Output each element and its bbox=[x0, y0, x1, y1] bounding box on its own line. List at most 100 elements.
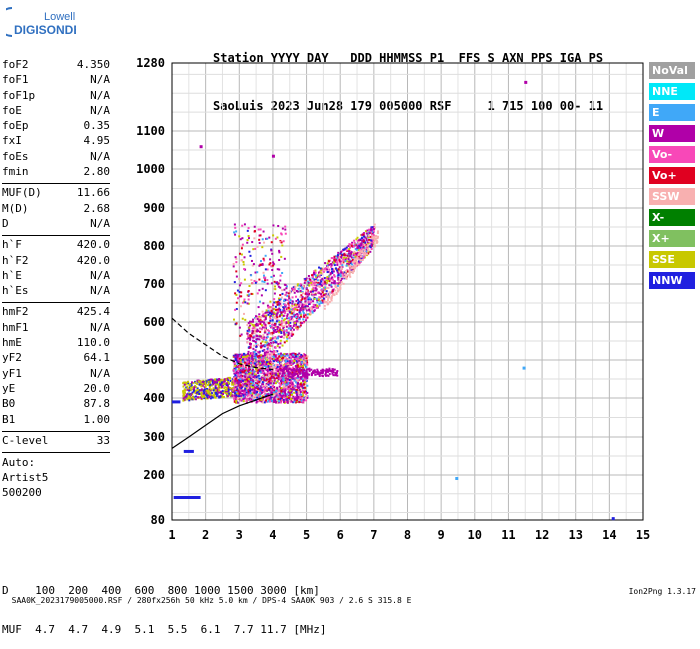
echo-point bbox=[325, 294, 328, 297]
echo-point bbox=[358, 239, 361, 242]
echo-point bbox=[285, 374, 288, 377]
echo-point bbox=[372, 245, 375, 248]
param-row: foEs N/A bbox=[2, 150, 110, 165]
echo-point bbox=[325, 286, 328, 289]
echo-point bbox=[289, 375, 292, 378]
param-row: B1 1.00 bbox=[2, 413, 110, 428]
echo-point bbox=[304, 360, 307, 363]
echo-point bbox=[279, 279, 282, 282]
echo-point bbox=[321, 375, 324, 378]
echo-point bbox=[302, 391, 305, 394]
param-row: h`E N/A bbox=[2, 269, 110, 284]
echo-point bbox=[235, 322, 238, 325]
echo-point bbox=[266, 335, 269, 338]
echo-point bbox=[311, 370, 314, 373]
echo-point bbox=[272, 314, 275, 317]
echo-point bbox=[328, 280, 331, 283]
echo-point bbox=[285, 331, 288, 334]
echo-point bbox=[365, 246, 368, 249]
echo-point bbox=[236, 359, 239, 362]
x-tick-label: 5 bbox=[303, 528, 310, 542]
echo-point bbox=[286, 337, 289, 340]
echo-point bbox=[353, 264, 356, 267]
echo-point bbox=[336, 275, 339, 278]
echo-point bbox=[264, 328, 267, 331]
echo-point bbox=[277, 303, 280, 306]
echo-point bbox=[324, 369, 327, 372]
echo-point bbox=[268, 309, 271, 312]
echo-point bbox=[305, 359, 308, 362]
echo-point bbox=[211, 395, 214, 398]
echo-point bbox=[301, 303, 304, 306]
legend-item: E bbox=[649, 104, 695, 121]
echo-point bbox=[237, 382, 240, 385]
echo-point bbox=[240, 295, 243, 298]
echo-point bbox=[305, 288, 308, 291]
echo-point bbox=[295, 399, 298, 402]
echo-point bbox=[244, 301, 247, 304]
echo-point bbox=[319, 271, 322, 274]
echo-point bbox=[250, 380, 253, 383]
echo-point bbox=[295, 379, 298, 382]
echo-point bbox=[327, 270, 330, 273]
y-tick-label: 300 bbox=[143, 430, 165, 444]
echo-point bbox=[205, 392, 208, 395]
echo-point bbox=[229, 379, 232, 382]
echo-point bbox=[372, 239, 375, 242]
echo-point bbox=[194, 391, 197, 394]
echo-point bbox=[283, 366, 286, 369]
echo-point bbox=[364, 251, 367, 254]
echo-point bbox=[221, 379, 224, 382]
echo-point bbox=[205, 380, 208, 383]
echo-point bbox=[279, 310, 282, 313]
echo-point bbox=[270, 391, 273, 394]
echo-point bbox=[286, 372, 289, 375]
echo-point bbox=[299, 386, 302, 389]
param-value: N/A bbox=[90, 216, 110, 230]
echo-point bbox=[314, 275, 317, 278]
echo-point bbox=[186, 388, 189, 391]
echo-point bbox=[281, 292, 284, 295]
echo-point bbox=[357, 243, 360, 246]
echo-point bbox=[373, 244, 376, 247]
echo-point bbox=[355, 244, 358, 247]
echo-point bbox=[265, 368, 268, 371]
auto-line: 500200 bbox=[2, 486, 42, 500]
param-name: D bbox=[2, 216, 9, 230]
echo-point bbox=[361, 258, 364, 261]
echo-point bbox=[269, 370, 272, 373]
echo-point bbox=[257, 330, 260, 333]
echo-point bbox=[245, 369, 248, 372]
echo-point bbox=[324, 286, 327, 289]
echo-point bbox=[273, 353, 276, 356]
echo-point bbox=[246, 329, 249, 332]
echo-point bbox=[219, 380, 222, 383]
echo-point bbox=[370, 239, 373, 242]
echo-point bbox=[250, 320, 253, 323]
echo-point bbox=[340, 266, 343, 269]
echo-point bbox=[245, 386, 248, 389]
echo-point bbox=[326, 303, 329, 306]
echo-point bbox=[315, 307, 318, 310]
echo-point bbox=[284, 318, 287, 321]
echo-point bbox=[327, 266, 330, 269]
echo-point bbox=[187, 392, 190, 395]
echo-point bbox=[276, 303, 279, 306]
echo-point bbox=[343, 254, 346, 257]
echo-point bbox=[203, 383, 206, 386]
echo-point bbox=[337, 251, 340, 254]
echo-point bbox=[279, 308, 282, 311]
echo-point bbox=[239, 369, 242, 372]
echo-point bbox=[266, 346, 269, 349]
echo-point bbox=[326, 264, 329, 267]
echo-point bbox=[254, 378, 257, 381]
echo-point bbox=[238, 379, 241, 382]
echo-point bbox=[278, 268, 281, 271]
echo-point bbox=[290, 333, 293, 336]
echo-point bbox=[339, 269, 342, 272]
echo-point bbox=[322, 370, 325, 373]
echo-point bbox=[302, 366, 305, 369]
echo-point bbox=[276, 345, 279, 348]
echo-point bbox=[198, 383, 201, 386]
echo-point bbox=[337, 278, 340, 281]
